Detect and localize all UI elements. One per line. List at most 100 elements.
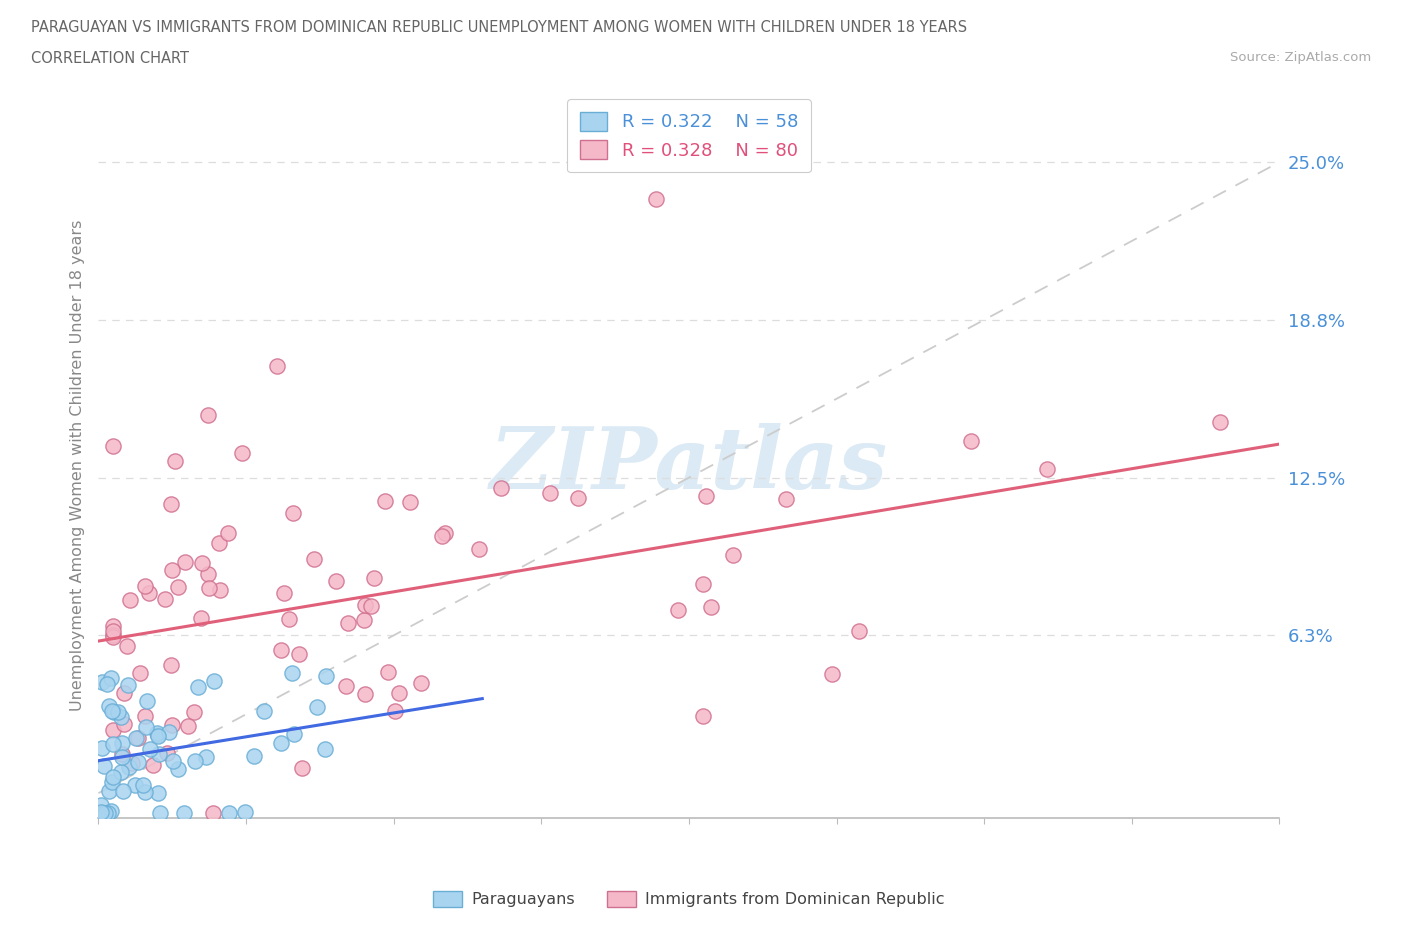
Point [91, 740, 114, 755]
Point [138, 585, 160, 600]
Point [399, 495, 422, 510]
Point [93, 759, 115, 774]
Point [218, 806, 240, 821]
Point [90, 797, 112, 812]
Point [149, 806, 172, 821]
Point [156, 746, 179, 761]
Point [281, 506, 304, 521]
Point [91, 806, 114, 821]
Point [775, 492, 797, 507]
Point [848, 623, 870, 638]
Point [98, 783, 121, 798]
Point [173, 806, 195, 821]
Point [145, 725, 167, 740]
Text: ZIPatlas: ZIPatlas [489, 423, 889, 507]
Point [270, 736, 292, 751]
Point [354, 598, 377, 613]
Point [217, 525, 239, 540]
Point [111, 750, 134, 764]
Point [489, 481, 512, 496]
Point [374, 494, 396, 509]
Point [148, 747, 170, 762]
Point [90, 674, 112, 689]
Point [97, 806, 120, 821]
Point [100, 703, 122, 718]
Point [132, 777, 155, 792]
Point [153, 591, 176, 606]
Point [160, 718, 183, 733]
Point [197, 567, 219, 582]
Point [103, 624, 125, 639]
Point [302, 551, 325, 566]
Point [388, 685, 411, 700]
Point [273, 586, 295, 601]
Point [125, 731, 148, 746]
Point [190, 610, 212, 625]
Point [112, 717, 135, 732]
Point [307, 699, 329, 714]
Point [288, 646, 311, 661]
Point [231, 445, 253, 460]
Point [134, 709, 156, 724]
Point [160, 563, 183, 578]
Point [197, 408, 219, 423]
Point [111, 736, 134, 751]
Point [409, 676, 432, 691]
Point [204, 673, 226, 688]
Point [176, 719, 198, 734]
Point [166, 580, 188, 595]
Y-axis label: Unemployment Among Women with Children Under 18 years: Unemployment Among Women with Children U… [69, 219, 84, 711]
Point [692, 577, 714, 591]
Point [110, 710, 132, 724]
Point [100, 775, 122, 790]
Point [142, 758, 165, 773]
Point [100, 804, 122, 818]
Point [207, 536, 229, 551]
Point [103, 439, 125, 454]
Point [101, 770, 124, 785]
Point [337, 616, 360, 631]
Point [111, 747, 134, 762]
Point [107, 705, 129, 720]
Point [134, 784, 156, 799]
Point [134, 578, 156, 593]
Point [666, 603, 689, 618]
Point [432, 528, 454, 543]
Point [115, 638, 138, 653]
Point [135, 694, 157, 709]
Point [567, 491, 589, 506]
Point [103, 618, 125, 633]
Point [721, 548, 744, 563]
Point [695, 488, 717, 503]
Point [165, 453, 187, 468]
Point [209, 583, 232, 598]
Point [120, 592, 142, 607]
Point [124, 777, 146, 792]
Point [135, 720, 157, 735]
Point [112, 685, 135, 700]
Point [191, 555, 214, 570]
Point [187, 679, 209, 694]
Point [103, 630, 125, 644]
Point [159, 658, 181, 672]
Point [96, 676, 118, 691]
Point [184, 754, 207, 769]
Point [157, 724, 180, 739]
Point [384, 704, 406, 719]
Point [335, 679, 357, 694]
Point [243, 749, 266, 764]
Legend: Paraguayans, Immigrants from Dominican Republic: Paraguayans, Immigrants from Dominican R… [425, 883, 953, 915]
Point [278, 612, 301, 627]
Point [377, 665, 399, 680]
Point [360, 599, 382, 614]
Point [700, 599, 723, 614]
Point [1209, 414, 1232, 429]
Point [146, 729, 169, 744]
Point [315, 668, 337, 683]
Point [121, 756, 143, 771]
Point [194, 750, 217, 764]
Point [253, 703, 276, 718]
Point [162, 753, 184, 768]
Point [353, 613, 375, 628]
Point [103, 705, 125, 720]
